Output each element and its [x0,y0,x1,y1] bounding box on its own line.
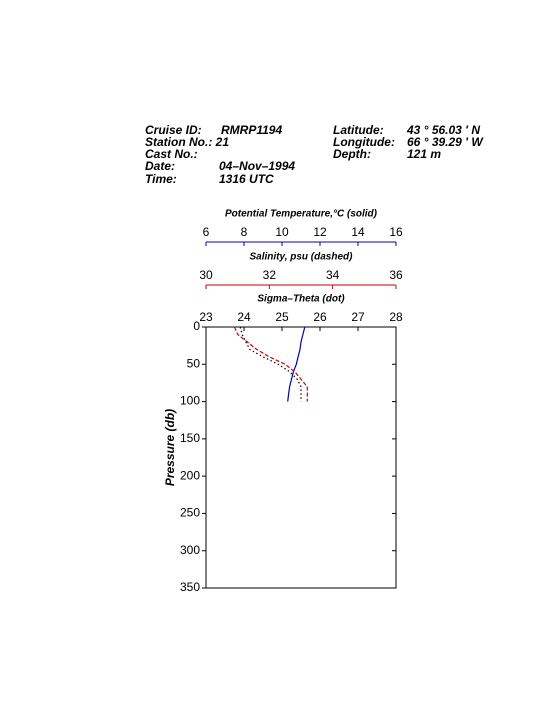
x-tick-label: 23 [199,310,213,324]
header-label: Date: [145,159,175,173]
y-tick-label: 100 [180,394,200,408]
x-tick-label: 28 [389,310,403,324]
y-axis-title: Pressure (db) [163,409,177,486]
y-tick-label: 350 [180,580,200,594]
header-label: Cruise ID: [145,123,202,137]
x-tick-label: 34 [326,268,340,282]
x-tick-label: 12 [313,225,327,239]
x-tick-label: 30 [199,268,213,282]
y-tick-label: 250 [180,506,200,520]
header-value: 43 ° 56.03 ' N [406,123,480,137]
y-tick-label: 150 [180,431,200,445]
y-tick-label: 300 [180,543,200,557]
header-label: Latitude: [333,123,384,137]
x-tick-label: 24 [237,310,251,324]
x-tick-label: 16 [389,225,403,239]
x-tick-label: 8 [241,225,248,239]
header-label: Depth: [333,147,371,161]
x-tick-label: 32 [263,268,277,282]
x-tick-label: 14 [351,225,365,239]
axis-title: Sigma–Theta (dot) [257,294,345,305]
header-value: 66 ° 39.29 ' W [407,135,484,149]
header-label: Longitude: [333,135,395,149]
y-tick-label: 200 [180,468,200,482]
y-tick-label: 50 [187,356,201,370]
x-tick-label: 27 [351,310,365,324]
profile-line [233,326,308,402]
x-tick-label: 36 [389,268,403,282]
header-value: 121 m [407,147,441,161]
header-value: 1316 UTC [219,172,274,186]
header-label: Cast No.: [145,147,198,161]
profile-line [287,326,306,402]
header-label: Station No.: 21 [145,135,229,149]
header-value: 04–Nov–1994 [219,159,295,173]
axis-title: Potential Temperature,°C (solid) [225,209,378,220]
header-value: RMRP1194 [221,123,282,137]
x-tick-label: 10 [275,225,289,239]
x-tick-label: 26 [313,310,327,324]
y-tick-label: 0 [193,319,200,333]
axis-title: Salinity, psu (dashed) [250,252,354,263]
profile-line [239,326,302,402]
header-label: Time: [145,172,177,186]
plot-frame [205,326,397,589]
x-tick-label: 6 [203,225,210,239]
x-tick-label: 25 [275,310,289,324]
